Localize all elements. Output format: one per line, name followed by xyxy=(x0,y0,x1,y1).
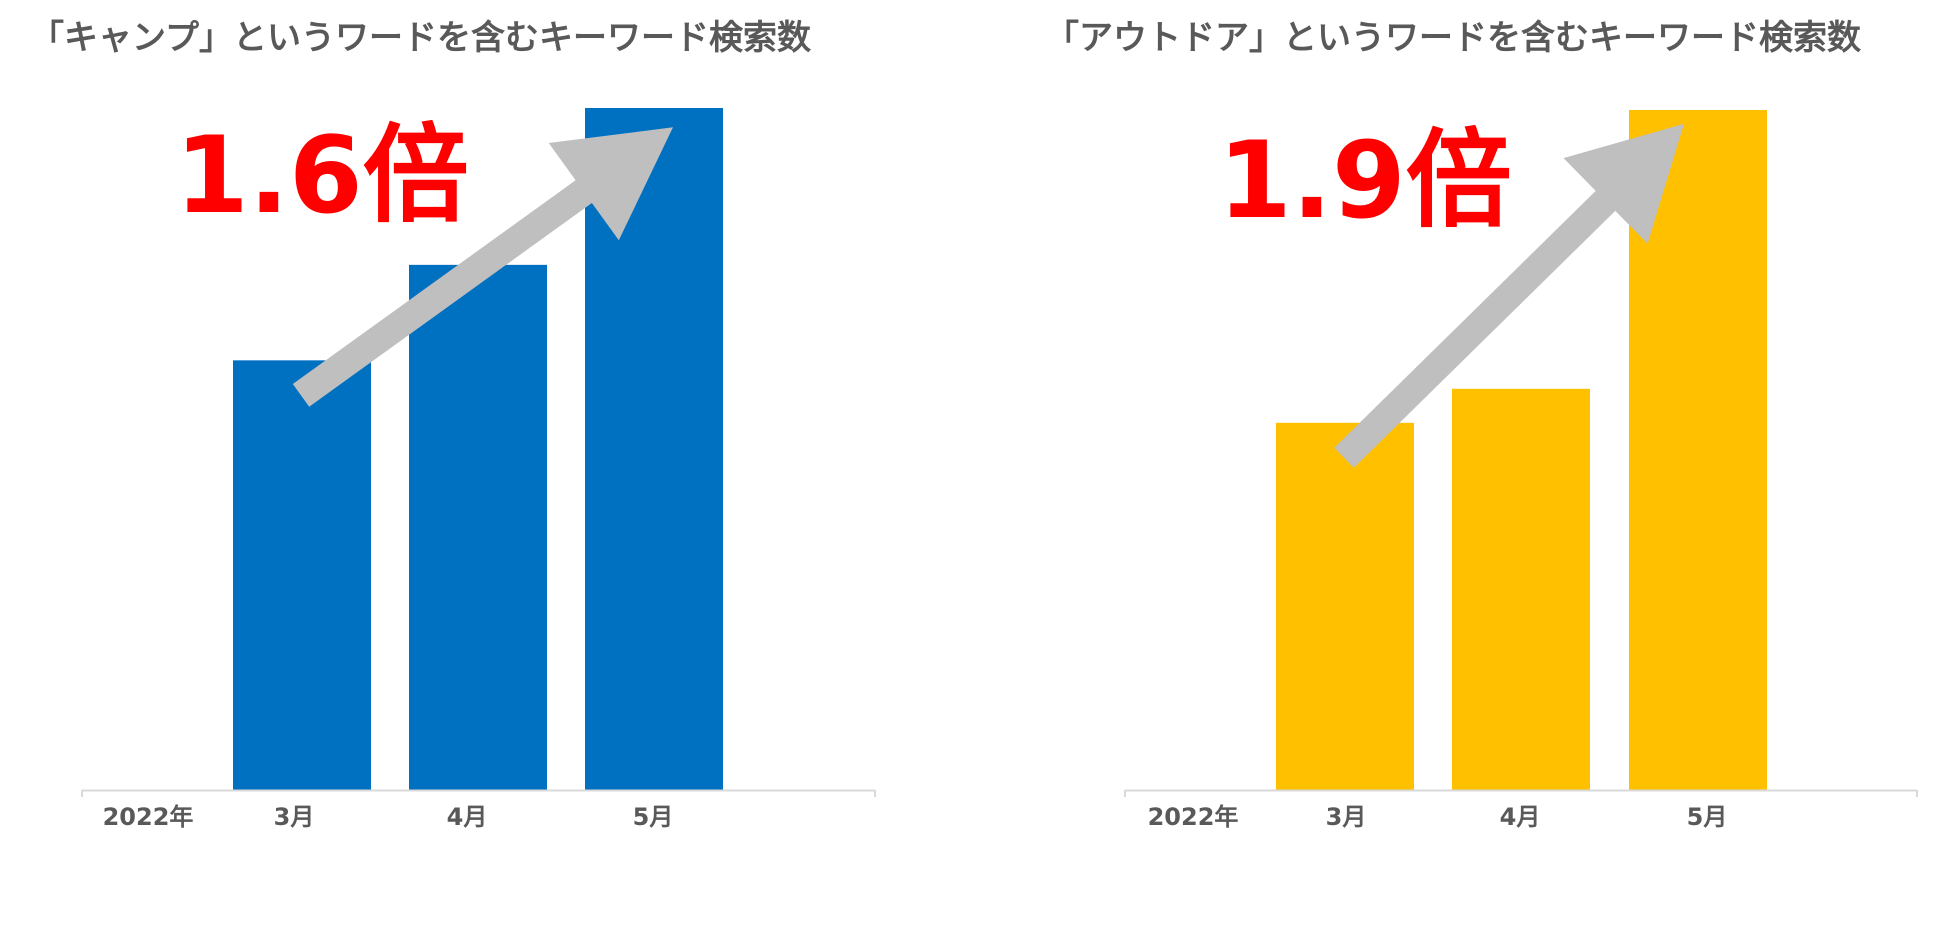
x-tick-label: 4月 xyxy=(1500,803,1541,831)
x-tick-label: 5月 xyxy=(1687,803,1728,831)
growth-arrow-icon xyxy=(292,127,673,407)
x-tick-label: 3月 xyxy=(274,803,315,831)
bar xyxy=(233,360,371,790)
growth-multiplier-label: 1.6倍 xyxy=(175,114,469,237)
chart-title: 「キャンプ」というワードを含むキーワード検索数 xyxy=(30,18,811,58)
bar xyxy=(1276,422,1414,790)
bar xyxy=(409,264,547,790)
bar-chart: 2022年 3月 4月 5月 1.6倍 xyxy=(81,108,876,831)
x-axis-prefix-label: 2022年 xyxy=(1148,803,1239,831)
x-tick-label: 5月 xyxy=(633,803,674,831)
x-tick-label: 3月 xyxy=(1326,803,1367,831)
chart-panel-camp: 「キャンプ」というワードを含むキーワード検索数 2022年 3月 4月 5月 1.6倍 xyxy=(30,18,876,831)
bar xyxy=(1452,388,1590,790)
bar-chart: 2022年 3月 4月 5月 1.9倍 xyxy=(1124,110,1918,831)
chart-title: 「アウトドア」というワードを含むキーワード検索数 xyxy=(1045,18,1861,58)
growth-arrow-icon xyxy=(1334,123,1684,468)
x-tick-label: 4月 xyxy=(447,803,488,831)
growth-multiplier-label: 1.9倍 xyxy=(1218,119,1512,242)
x-axis-prefix-label: 2022年 xyxy=(103,803,194,831)
chart-panel-outdoor: 「アウトドア」というワードを含むキーワード検索数 2022年 3月 4月 5月 1.9倍 xyxy=(975,0,1950,929)
